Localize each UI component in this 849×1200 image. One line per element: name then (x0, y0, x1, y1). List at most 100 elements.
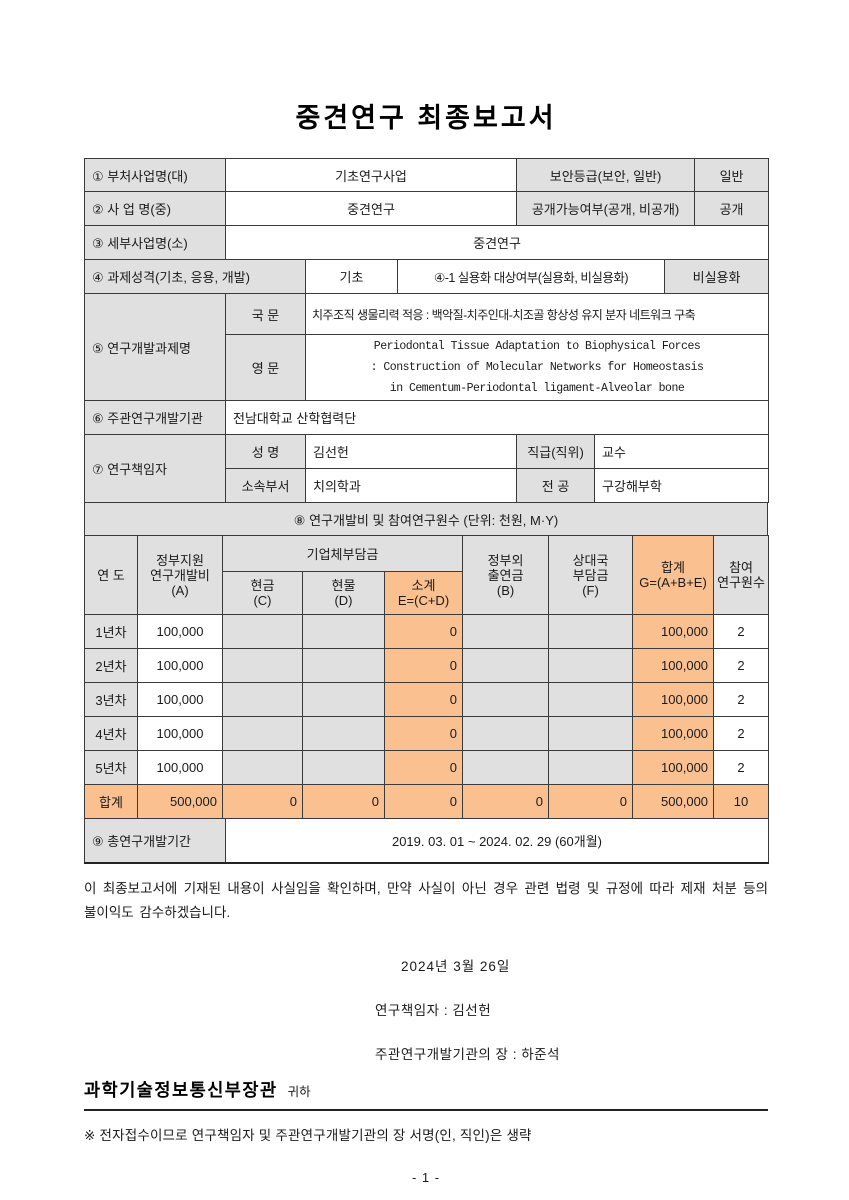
budget-cell: 2 (713, 716, 770, 751)
report-page: 중견연구 최종보고서 ① 부처사업명(대) 기초연구사업 보안등급(보안, 일반… (84, 0, 770, 1185)
budget-cell: 500,000 (632, 784, 715, 819)
info-table: ① 부처사업명(대) 기초연구사업 보안등급(보안, 일반) 일반 ② 사 업 … (84, 158, 770, 503)
budget-cell (548, 682, 634, 717)
col-header-cash: 현금 (C) (222, 571, 303, 615)
col-header-grand-total: 합계 G=(A+B+E) (632, 535, 715, 615)
budget-cell: 100,000 (137, 750, 223, 785)
period-table: ⑨ 총연구개발기간 2019. 03. 01 ~ 2024. 02. 29 (6… (84, 818, 769, 864)
budget-year-row: 4년차 100,000 0 100,000 2 (84, 716, 770, 751)
security-grade-label: 보안등급(보안, 일반) (516, 158, 696, 192)
budget-cell: 5년차 (84, 750, 138, 785)
col-header-company-share: 기업체부담금 (221, 535, 464, 572)
budget-cell: 0 (383, 784, 464, 819)
confirmation-statement: 이 최종보고서에 기재된 내용이 사실임을 확인하며, 만약 사실이 아닌 경우… (84, 880, 768, 920)
col-header-nongov-fund: 정부외 출연금 (B) (462, 535, 550, 615)
budget-cell: 100,000 (632, 750, 715, 785)
budget-cell: 4년차 (84, 716, 138, 751)
lead-institution-label: ⑥ 주관연구개발기관 (84, 400, 226, 435)
budget-cell: 0 (222, 784, 303, 819)
col-header-subtotal: 소계 E=(C+D) (383, 571, 464, 615)
budget-cell: 100,000 (137, 716, 223, 751)
budget-table: 연 도 정부지원 연구개발비 (A) 기업체부담금 정부외 출연금 (B) 상대… (84, 535, 770, 819)
budget-year-row: 1년차 100,000 0 100,000 2 (84, 614, 770, 649)
budget-cell: 100,000 (632, 614, 715, 649)
budget-cell (462, 750, 550, 785)
budget-cell (302, 716, 385, 751)
pi-name-value: 김선헌 (304, 434, 518, 469)
page-number: - 1 - (411, 1169, 441, 1185)
pi-label: ⑦ 연구책임자 (84, 434, 226, 503)
pi-major-value: 구강해부학 (594, 468, 770, 503)
budget-cell: 3년차 (84, 682, 138, 717)
budget-section-header: ⑧ 연구개발비 및 참여연구원수 (단위: 천원, M·Y) (84, 502, 768, 536)
budget-cell: 0 (462, 784, 550, 819)
project-title-label: ⑤ 연구개발과제명 (84, 293, 226, 401)
budget-cell: 100,000 (137, 682, 223, 717)
budget-total-row: 합계 500,000 0 0 0 0 0 500,000 10 (84, 784, 770, 819)
budget-cell: 500,000 (137, 784, 223, 819)
col-header-year: 연 도 (84, 535, 138, 615)
budget-cell (222, 648, 303, 683)
budget-cell (302, 648, 385, 683)
budget-year-row: 2년차 100,000 0 100,000 2 (84, 648, 770, 683)
report-date: 2024년 3월 26일 (401, 958, 511, 974)
pi-rank-label: 직급(직위) (516, 434, 596, 469)
budget-cell (462, 614, 550, 649)
budget-cell (302, 614, 385, 649)
budget-cell (462, 682, 550, 717)
budget-cell (222, 750, 303, 785)
total-period-value: 2019. 03. 01 ~ 2024. 02. 29 (60개월) (225, 818, 769, 863)
budget-cell (222, 682, 303, 717)
col-header-members: 참여 연구원수 (713, 535, 770, 615)
commercialization-label: ④-1 실용화 대상여부(실용화, 비실용화) (396, 259, 666, 294)
pi-rank-value: 교수 (594, 434, 770, 469)
english-title-label: 영 문 (225, 334, 306, 401)
budget-year-row: 5년차 100,000 0 100,000 2 (84, 750, 770, 785)
col-header-inkind: 현물 (D) (302, 571, 385, 615)
program-name-label: ② 사 업 명(중) (84, 191, 226, 226)
budget-cell (548, 648, 634, 683)
budget-cell: 0 (302, 784, 385, 819)
budget-cell: 2 (713, 682, 770, 717)
budget-cell (462, 716, 550, 751)
pi-dept-label: 소속부서 (225, 468, 306, 503)
budget-cell (548, 716, 634, 751)
budget-cell: 100,000 (137, 648, 223, 683)
budget-year-row: 3년차 100,000 0 100,000 2 (84, 682, 770, 717)
project-type-label: ④ 과제성격(기초, 응용, 개발) (84, 259, 306, 294)
pi-name-label: 성 명 (225, 434, 306, 469)
disclosure-label: 공개가능여부(공개, 비공개) (516, 191, 696, 226)
budget-cell (548, 750, 634, 785)
budget-cell: 0 (383, 716, 464, 751)
korean-title-label: 국 문 (225, 293, 306, 335)
signature-institution-head: 주관연구개발기관의 장 : 하준석 (375, 1046, 560, 1062)
minister-title: 과학기술정보통신부장관 (84, 1079, 278, 1100)
page-title: 중견연구 최종보고서 (295, 103, 557, 133)
budget-cell (302, 750, 385, 785)
disclosure-value: 공개 (694, 191, 770, 226)
lead-institution-value: 전남대학교 산학협력단 (224, 400, 770, 435)
pi-dept-value: 치의학과 (304, 468, 518, 503)
budget-cell (462, 648, 550, 683)
budget-cell: 0 (383, 750, 464, 785)
security-grade-value: 일반 (694, 158, 770, 192)
pi-major-label: 전 공 (516, 468, 596, 503)
honorific: 귀하 (287, 1084, 311, 1099)
budget-cell: 10 (713, 784, 770, 819)
budget-cell: 0 (548, 784, 634, 819)
budget-cell: 100,000 (632, 648, 715, 683)
col-header-partner-share: 상대국 부담금 (F) (548, 535, 634, 615)
english-title-value: Periodontal Tissue Adaptation to Biophys… (304, 334, 770, 401)
korean-title-value: 치주조직 생물리력 적응 : 백악질-치주인대-치조골 항상성 유지 분자 네트… (304, 293, 770, 335)
sub-program-label: ③ 세부사업명(소) (84, 225, 226, 260)
addressee-line: 과학기술정보통신부장관 귀하 (84, 1077, 768, 1111)
budget-cell (222, 716, 303, 751)
sub-program-value: 중견연구 (224, 225, 770, 260)
budget-cell: 2년차 (84, 648, 138, 683)
budget-cell: 100,000 (632, 716, 715, 751)
ministry-program-value: 기초연구사업 (224, 158, 518, 192)
budget-cell: 0 (383, 682, 464, 717)
program-name-value: 중견연구 (224, 191, 518, 226)
ministry-program-label: ① 부처사업명(대) (84, 158, 226, 192)
budget-cell: 2 (713, 648, 770, 683)
